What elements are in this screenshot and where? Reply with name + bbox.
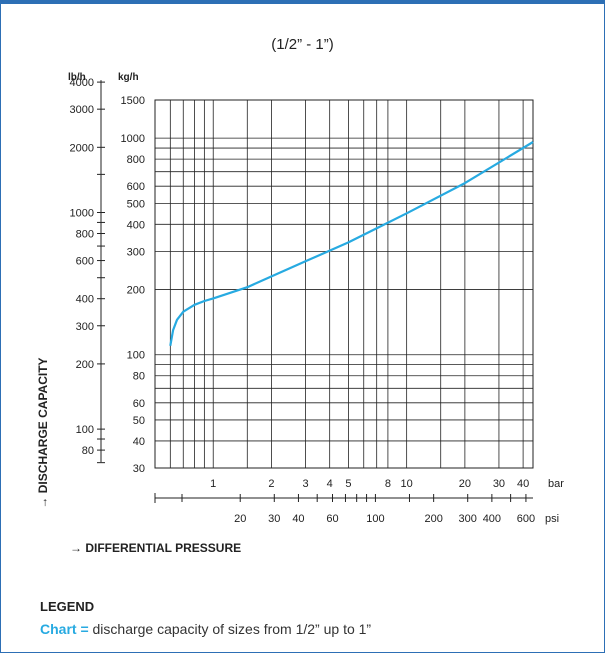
x-tick-label-bar: 1 bbox=[210, 478, 216, 490]
y-tick-label-kgh: 1500 bbox=[121, 95, 145, 107]
y-tick-label-lbh: 100 bbox=[76, 424, 94, 436]
plot-border bbox=[154, 99, 534, 469]
x-tick-label-psi: 60 bbox=[326, 513, 338, 525]
legend-text: discharge capacity of sizes from 1/2” up… bbox=[88, 621, 372, 637]
legend-key: Chart = bbox=[40, 621, 89, 637]
y-tick-label-kgh: 200 bbox=[127, 285, 145, 297]
x-tick-label-bar: 10 bbox=[401, 478, 413, 490]
x-axis-title: → DIFFERENTIAL PRESSURE bbox=[70, 541, 242, 555]
x-tick-label-bar: 2 bbox=[268, 478, 274, 490]
legend-entry: Chart = discharge capacity of sizes from… bbox=[40, 621, 371, 637]
y-tick-label-lbh: 4000 bbox=[70, 77, 94, 89]
y-tick-label-kgh: 30 bbox=[133, 463, 145, 475]
y-tick-label-lbh: 600 bbox=[76, 256, 94, 268]
chart-title: (1/2” - 1”) bbox=[271, 36, 334, 53]
x-units-psi: psi bbox=[545, 513, 559, 525]
legend-title: LEGEND bbox=[40, 599, 95, 614]
y-tick-label-lbh: 200 bbox=[76, 359, 94, 371]
y-tick-label-kgh: 1000 bbox=[121, 133, 145, 145]
y-tick-label-kgh: 60 bbox=[133, 398, 145, 410]
y-tick-label-kgh: 300 bbox=[127, 246, 145, 258]
y-tick-label-kgh: 40 bbox=[133, 436, 145, 448]
x-tick-label-bar: 8 bbox=[385, 478, 391, 490]
y-axis-title: → DISCHARGE CAPACITY bbox=[36, 357, 50, 508]
y-tick-label-lbh: 400 bbox=[76, 294, 94, 306]
x-tick-label-psi: 30 bbox=[268, 513, 280, 525]
x-tick-label-psi: 40 bbox=[292, 513, 304, 525]
y-tick-label-kgh: 500 bbox=[127, 198, 145, 210]
y-tick-label-kgh: 400 bbox=[127, 219, 145, 231]
x-tick-label-psi: 100 bbox=[366, 513, 384, 525]
x-tick-label-bar: 40 bbox=[517, 478, 529, 490]
y-tick-label-kgh: 80 bbox=[133, 371, 145, 383]
y-tick-label-lbh: 80 bbox=[82, 445, 94, 457]
x-tick-label-psi: 300 bbox=[459, 513, 477, 525]
marks bbox=[169, 141, 534, 346]
y-tick-label-kgh: 800 bbox=[127, 154, 145, 166]
y-tick-label-kgh: 600 bbox=[127, 181, 145, 193]
y-tick-label-lbh: 1000 bbox=[70, 208, 94, 220]
y-tick-label-lbh: 300 bbox=[76, 321, 94, 333]
x-tick-label-psi: 200 bbox=[424, 513, 442, 525]
x-tick-label-bar: 3 bbox=[302, 478, 308, 490]
x-units-bar: bar bbox=[548, 478, 564, 490]
y-tick-label-kgh: 50 bbox=[133, 415, 145, 427]
x-tick-label-psi: 600 bbox=[517, 513, 535, 525]
x-tick-label-bar: 20 bbox=[459, 478, 471, 490]
y-tick-label-lbh: 2000 bbox=[70, 142, 94, 154]
x-tick-label-bar: 30 bbox=[493, 478, 505, 490]
grid bbox=[154, 99, 534, 469]
y-tick-label-lbh: 3000 bbox=[70, 104, 94, 116]
axes: 30 40 50 60 80 100 200 300 400 500 600 800 1000 1500 k… bbox=[36, 72, 564, 525]
y-tick-label-lbh: 800 bbox=[76, 228, 94, 240]
y-tick-label-kgh: 100 bbox=[127, 350, 145, 362]
x-tick-label-bar: 4 bbox=[327, 478, 333, 490]
x-tick-label-psi: 20 bbox=[234, 513, 246, 525]
x-tick-label-bar: 5 bbox=[345, 478, 351, 490]
x-tick-label-psi: 400 bbox=[483, 513, 501, 525]
capacity-curve bbox=[169, 141, 534, 346]
y-units-lbh: lb/h bbox=[68, 72, 86, 83]
y-units-kgh: kg/h bbox=[118, 72, 139, 83]
